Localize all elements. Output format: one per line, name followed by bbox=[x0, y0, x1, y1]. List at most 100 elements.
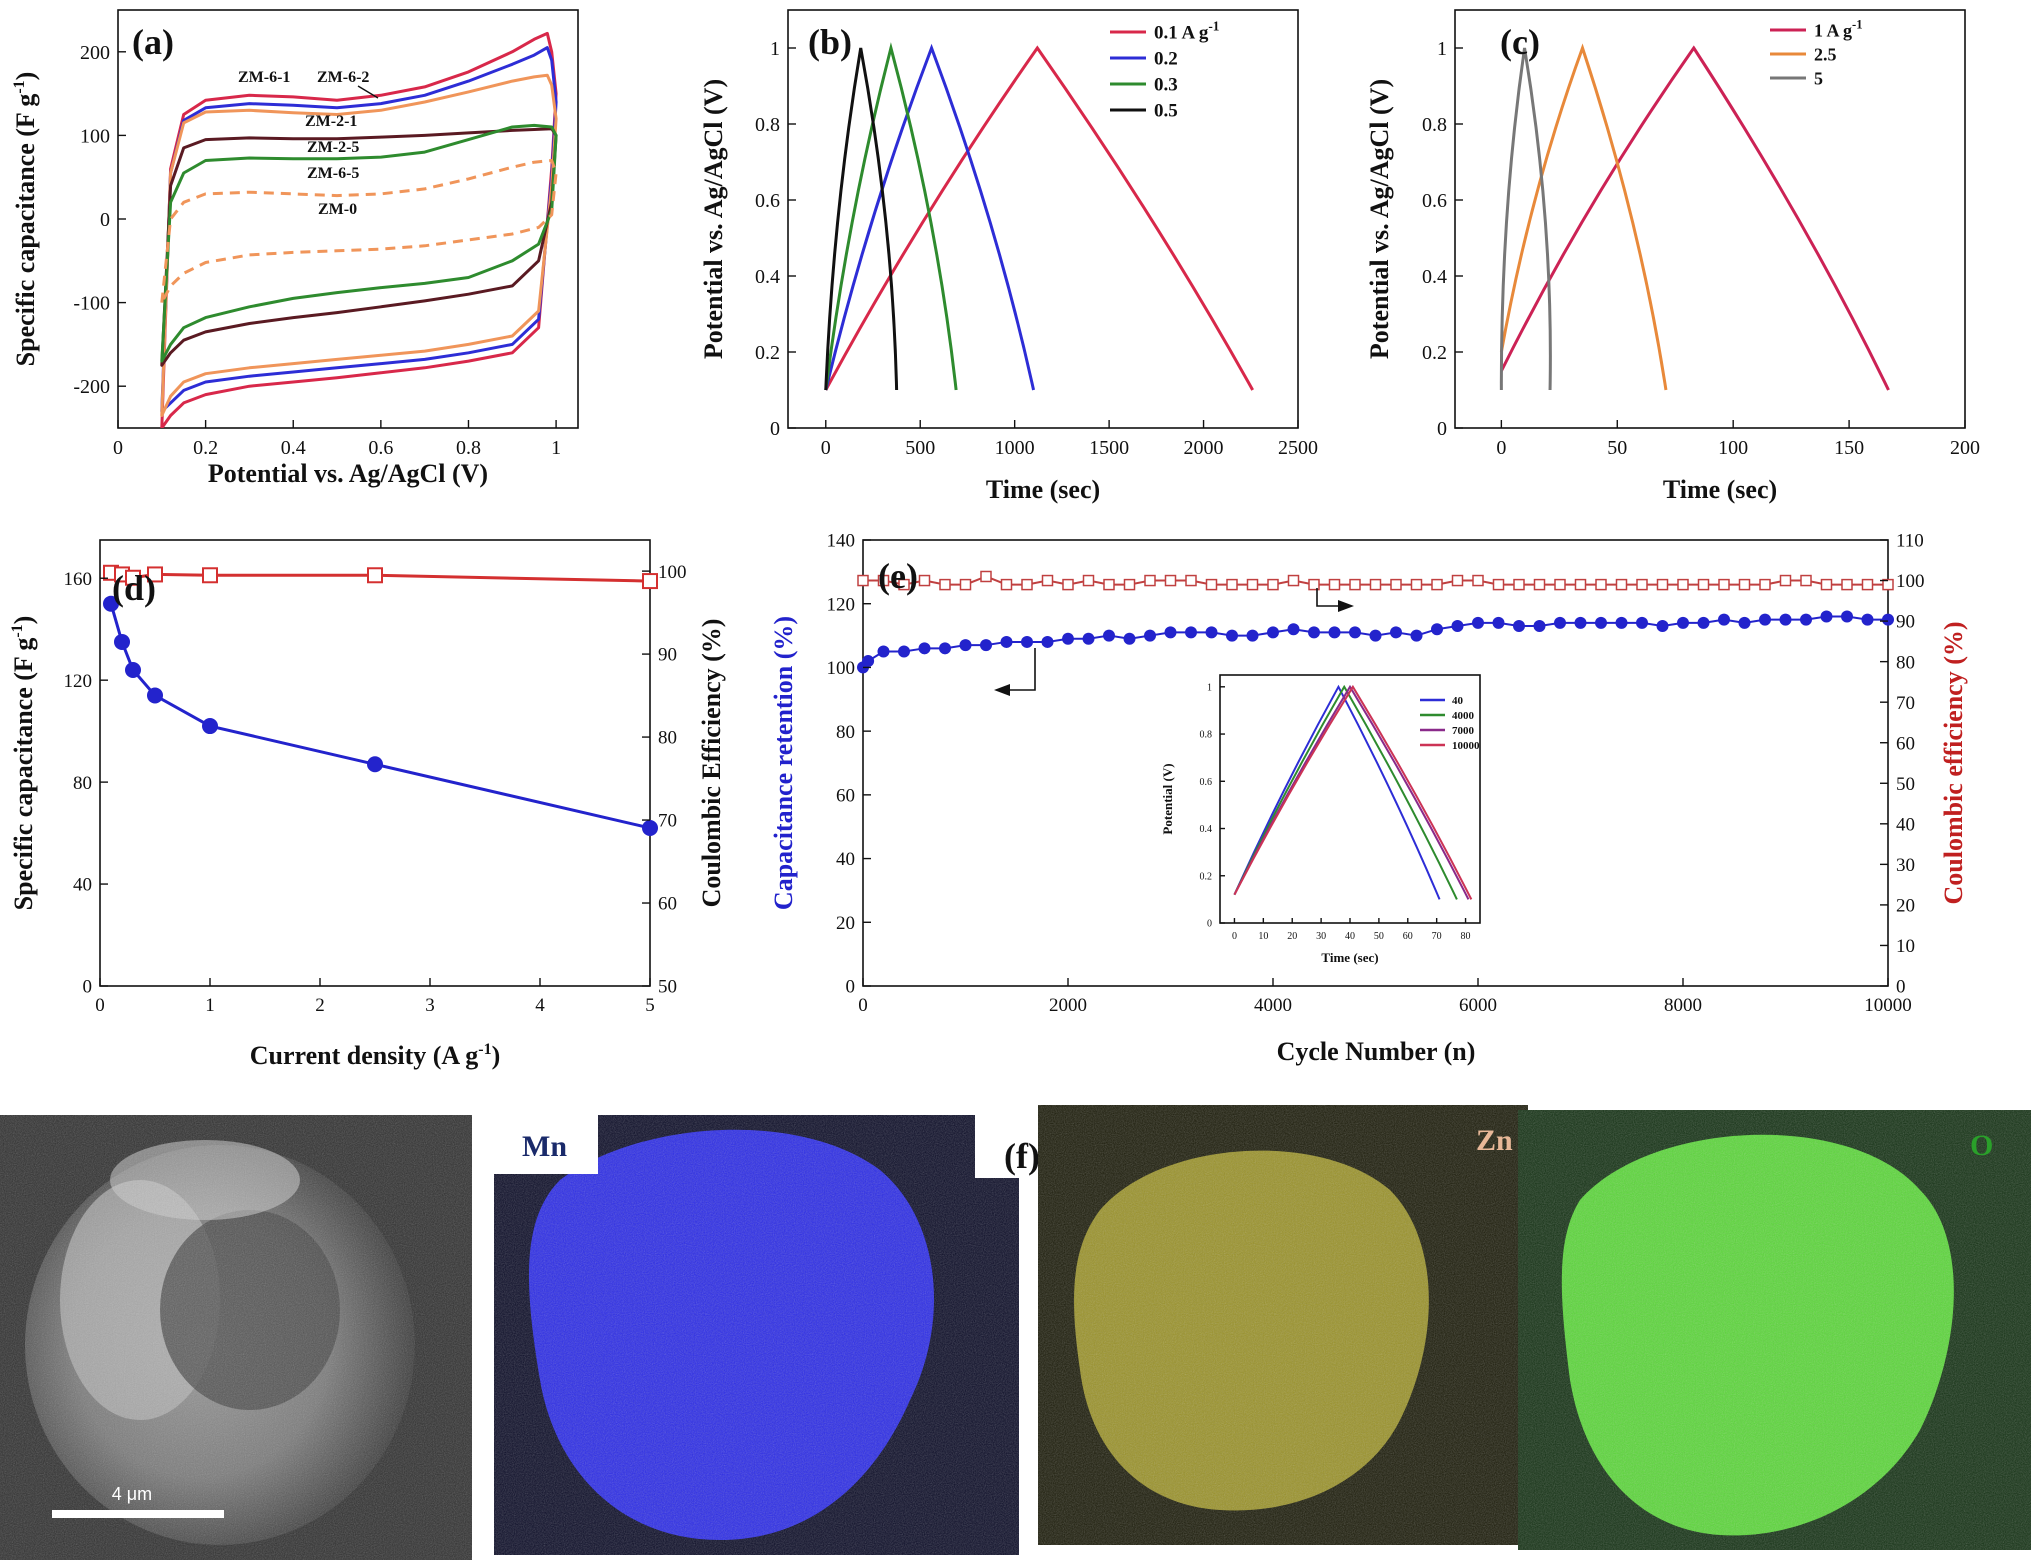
panel-b-x-axis-label: Time (sec) bbox=[986, 475, 1100, 504]
efficiency-point-e bbox=[1718, 578, 1730, 591]
inset-legend-label: 7000 bbox=[1452, 725, 1475, 737]
panel-b-label: (b) bbox=[808, 22, 852, 62]
retention-point bbox=[939, 642, 951, 655]
panel-b-y-axis-label: Potential vs. Ag/AgCl (V) bbox=[699, 79, 728, 359]
retention-point bbox=[877, 645, 890, 658]
efficiency-point-e bbox=[1103, 578, 1115, 591]
retention-point bbox=[1451, 620, 1464, 633]
retention-point bbox=[1185, 626, 1197, 639]
retention-point bbox=[1000, 635, 1013, 648]
y-tick-label: 0 bbox=[1437, 418, 1447, 440]
y-tick-label: 0.6 bbox=[755, 190, 780, 212]
retention-point bbox=[1759, 613, 1771, 626]
x-tick-label: 0.4 bbox=[281, 437, 306, 459]
efficiency-point-e bbox=[1164, 574, 1177, 587]
y2-tick-label: 50 bbox=[1896, 774, 1915, 795]
retention-point bbox=[1513, 620, 1525, 633]
o-label: O bbox=[1970, 1129, 1993, 1162]
efficiency-point-e bbox=[1513, 578, 1525, 591]
retention-line bbox=[862, 615, 1888, 669]
efficiency-point-e bbox=[1410, 578, 1423, 591]
efficiency-point-e bbox=[1185, 574, 1197, 587]
retention-point bbox=[1410, 629, 1423, 642]
inset-frame bbox=[1219, 674, 1481, 924]
x-tick-label: 50 bbox=[1607, 437, 1627, 459]
efficiency-point-e bbox=[898, 578, 910, 591]
inset-curve-40 bbox=[1233, 684, 1441, 900]
y2-tick-label: 110 bbox=[1896, 531, 1924, 552]
retention-point bbox=[1123, 632, 1136, 645]
x-tick-label: 1000 bbox=[995, 437, 1035, 459]
retention-point bbox=[1656, 620, 1669, 633]
y-tick-label: 0.4 bbox=[1200, 824, 1213, 835]
inset-ticks: 0 10 20 30 40 50 60 70 80 0 0.2 0.4 0.6 0.8 1 bbox=[1200, 682, 1471, 942]
cv-curve-zm-0 bbox=[160, 159, 558, 305]
cv-curve-zm-6-5 bbox=[160, 123, 558, 363]
panel-e-inset-chart: 0 10 20 30 40 50 60 70 80 0 0.2 0.4 0.6 0.8 1 40 4000 70… bbox=[1160, 674, 1481, 965]
x-tick-label: 80 bbox=[1461, 931, 1471, 942]
panel-c-frame bbox=[1454, 9, 1966, 429]
gcd-curve-c-1 bbox=[1499, 43, 1668, 391]
panel-e-y-axis-label: Capacitance retention (%) bbox=[769, 616, 798, 910]
panel-d-y2-axis-label: Coulombic Efficiency (%) bbox=[697, 619, 726, 908]
inset-x-axis-label: Time (sec) bbox=[1321, 950, 1378, 965]
sem-image: 4 μm bbox=[0, 1115, 472, 1560]
y-tick-label: 1 bbox=[1437, 38, 1447, 60]
panel-a-y-axis-label: Specific capacitance (F g-1) bbox=[11, 72, 40, 367]
retention-point bbox=[1861, 613, 1874, 626]
efficiency-point-e bbox=[1062, 578, 1074, 591]
y2-tick-label: 50 bbox=[658, 977, 677, 998]
y2-tick-label: 100 bbox=[658, 562, 687, 583]
efficiency-point-e bbox=[1636, 578, 1648, 591]
panel-d-y-axis-label: Specific capacitance (F g-1) bbox=[9, 616, 38, 911]
panel-c-y-axis-label: Potential vs. Ag/AgCl (V) bbox=[1365, 79, 1394, 359]
x-tick-label: 2 bbox=[315, 995, 325, 1016]
y-tick-label: 0.6 bbox=[1200, 777, 1213, 788]
legend-label: 0.3 bbox=[1154, 75, 1178, 96]
y-tick-label: 1 bbox=[1207, 682, 1212, 693]
panel-f-eds-mapping: 4 μm Mn (f) Zn O bbox=[0, 1105, 2031, 1560]
efficiency-point bbox=[642, 573, 658, 590]
panel-e-ticks: 0 2000 4000 6000 8000 10000020406080100120140… bbox=[827, 531, 1925, 1016]
x-tick-label: 1 bbox=[551, 437, 561, 459]
efficiency-point-e bbox=[1246, 578, 1259, 591]
panel-b-legend: 0.1 A g-1 0.2 0.3 0.5 bbox=[1110, 19, 1219, 122]
gcd-curve-b-3 bbox=[824, 47, 899, 391]
efficiency-point-e bbox=[1574, 578, 1587, 591]
zn-label: Zn bbox=[1476, 1124, 1513, 1157]
retention-point bbox=[1718, 613, 1730, 626]
y-tick-label: 0.8 bbox=[1422, 114, 1447, 136]
x-tick-label: 30 bbox=[1316, 931, 1326, 942]
y-tick-label: 160 bbox=[64, 569, 93, 590]
capacitance-point bbox=[147, 687, 163, 704]
y2-tick-label: 90 bbox=[658, 645, 677, 666]
inset-legend: 40 4000 7000 10000 bbox=[1420, 695, 1480, 752]
efficiency-point-e bbox=[1267, 578, 1279, 591]
x-tick-label: 0 bbox=[858, 995, 868, 1016]
y-tick-label: 100 bbox=[827, 658, 856, 679]
efficiency-point-e bbox=[1226, 578, 1238, 591]
y2-tick-label: 90 bbox=[1896, 612, 1915, 633]
retention-point bbox=[1820, 610, 1833, 623]
y-tick-label: 40 bbox=[73, 875, 92, 896]
retention-point bbox=[959, 639, 972, 652]
gcd-curve-c-2 bbox=[1499, 47, 1552, 391]
efficiency-point-e bbox=[1492, 578, 1505, 591]
series-label-zm-6-2: ZM-6-2 bbox=[317, 69, 369, 86]
legend-label: 2.5 bbox=[1814, 44, 1837, 64]
panel-c-gcd-chart: 0 50 100 150 200 0 0.2 0.4 0.6 0.8 1 (c) 1 A g-1 2.… bbox=[1365, 9, 1980, 504]
retention-point bbox=[980, 639, 992, 652]
efficiency-point-e bbox=[959, 578, 972, 591]
x-tick-label: 4000 bbox=[1254, 995, 1292, 1016]
retention-point bbox=[898, 645, 910, 658]
retention-point bbox=[1369, 629, 1382, 642]
y-tick-label: 0.6 bbox=[1422, 190, 1447, 212]
retention-point bbox=[1041, 635, 1054, 648]
efficiency-point-e bbox=[877, 574, 890, 587]
y-tick-label: 0.8 bbox=[755, 114, 780, 136]
y-tick-label: 20 bbox=[836, 913, 855, 934]
x-tick-label: 150 bbox=[1834, 437, 1864, 459]
x-tick-label: 1 bbox=[205, 995, 215, 1016]
retention-point bbox=[1287, 623, 1300, 636]
x-tick-label: 0 bbox=[821, 437, 831, 459]
